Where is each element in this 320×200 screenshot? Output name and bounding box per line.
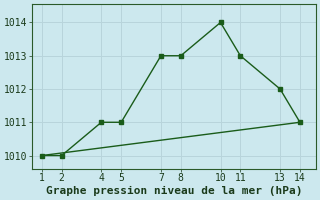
X-axis label: Graphe pression niveau de la mer (hPa): Graphe pression niveau de la mer (hPa)	[45, 186, 302, 196]
